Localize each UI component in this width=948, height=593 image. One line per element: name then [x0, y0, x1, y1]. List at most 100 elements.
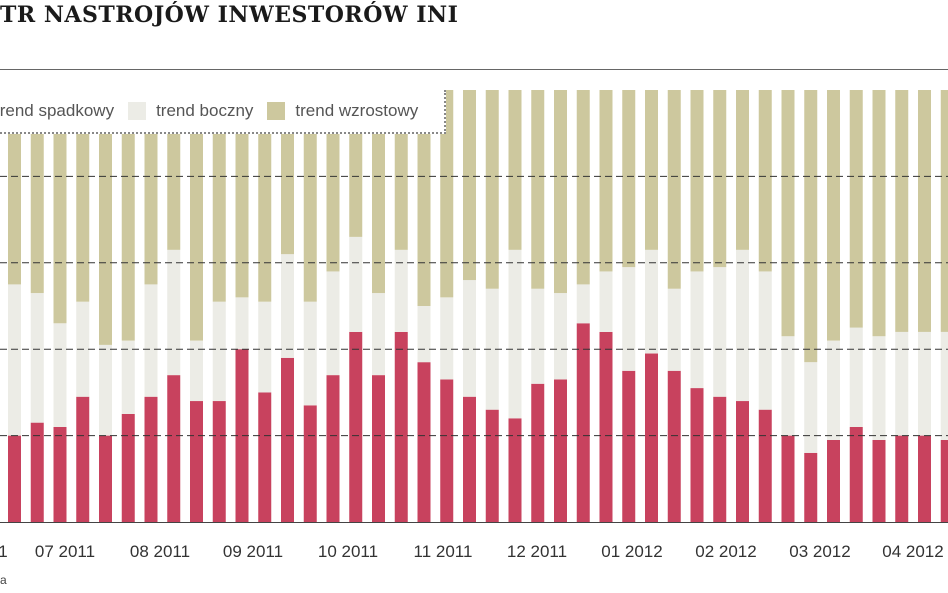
bar-spadkowy — [76, 396, 90, 522]
bar-boczny — [99, 344, 112, 436]
bar-boczny — [349, 236, 363, 332]
bar-spadkowy — [531, 383, 545, 522]
bar-wzrostowy — [531, 90, 545, 289]
bar-boczny — [53, 323, 67, 427]
bar-spadkowy — [53, 426, 67, 522]
bar-boczny — [758, 271, 772, 410]
bar-spadkowy — [758, 409, 772, 522]
bar-spadkowy — [645, 353, 658, 522]
bar-spadkowy — [167, 375, 181, 522]
chart-title: TR NASTROJÓW INWESTORÓW INI — [0, 2, 459, 28]
bar-boczny — [190, 340, 203, 402]
bar-wzrostowy — [99, 90, 112, 345]
bar-boczny — [690, 271, 704, 389]
bar-wzrostowy — [645, 90, 658, 250]
legend-label-spadkowy: trend spadkowy — [0, 101, 115, 120]
bar-spadkowy — [258, 392, 272, 522]
bar-wzrostowy — [8, 90, 21, 285]
bar-boczny — [258, 301, 272, 393]
bar-wzrostowy — [258, 90, 272, 302]
bar-boczny — [121, 340, 135, 414]
bar-spadkowy — [849, 426, 863, 522]
bar-wzrostowy — [417, 90, 431, 306]
bar-boczny — [167, 249, 181, 376]
bar-boczny — [872, 336, 886, 440]
bar-boczny — [485, 288, 499, 410]
bar-boczny — [736, 249, 749, 402]
bar-wzrostowy — [76, 90, 90, 302]
legend-item-boczny: trend boczny — [128, 101, 253, 121]
legend-swatch-boczny — [128, 102, 147, 120]
bar-spadkowy — [303, 405, 317, 522]
bar-spadkowy — [576, 323, 590, 522]
x-tick-label: 09 2011 — [223, 542, 283, 561]
bar-wzrostowy — [485, 90, 499, 289]
source-note: a — [0, 573, 7, 587]
bar-spadkowy — [190, 401, 203, 522]
bar-boczny — [235, 297, 249, 350]
bar-boczny — [531, 288, 545, 384]
bar-spadkowy — [326, 375, 340, 522]
bar-spadkowy — [349, 331, 363, 522]
bar-wzrostowy — [372, 90, 385, 294]
bar-wzrostowy — [303, 90, 317, 302]
bar-wzrostowy — [736, 90, 749, 250]
bar-boczny — [463, 280, 476, 397]
bar-spadkowy — [144, 396, 158, 522]
legend: trend spadkowy trend boczny trend wzrost… — [0, 90, 446, 134]
bar-boczny — [212, 301, 226, 402]
x-tick-label: 08 2011 — [130, 542, 190, 561]
bar-wzrostowy — [713, 90, 727, 268]
bar-boczny — [576, 284, 590, 324]
bar-spadkowy — [736, 401, 749, 522]
x-tick-label: 11 2011 — [414, 542, 473, 561]
bar-wzrostowy — [758, 90, 772, 272]
bar-spadkowy — [372, 375, 385, 522]
bar-boczny — [940, 331, 948, 440]
x-tick-label: 03 2012 — [789, 542, 850, 561]
x-tick-label: 10 2011 — [318, 542, 378, 561]
bar-boczny — [326, 271, 340, 376]
bar-boczny — [30, 293, 44, 423]
bar-boczny — [372, 293, 385, 376]
x-tick-label: 1 — [0, 542, 8, 561]
bar-wzrostowy — [190, 90, 203, 341]
legend-label-boczny: trend boczny — [156, 101, 254, 120]
bar-spadkowy — [781, 435, 795, 522]
bar-boczny — [827, 340, 840, 440]
bar-spadkowy — [30, 422, 44, 522]
bar-boczny — [918, 331, 931, 436]
legend-item-spadkowy: trend spadkowy — [0, 101, 114, 121]
bar-spadkowy — [622, 370, 636, 522]
bar-spadkowy — [872, 439, 886, 522]
bar-spadkowy — [8, 435, 21, 522]
bar-spadkowy — [463, 396, 476, 522]
bar-boczny — [508, 249, 522, 419]
bar-spadkowy — [918, 435, 931, 522]
bar-spadkowy — [713, 396, 727, 522]
bar-spadkowy — [940, 439, 948, 522]
bar-wzrostowy — [463, 90, 476, 281]
bar-spadkowy — [895, 435, 909, 522]
bar-wzrostowy — [667, 90, 681, 289]
bar-wzrostowy — [918, 90, 931, 332]
bar-boczny — [645, 249, 658, 354]
bar-boczny — [895, 331, 909, 436]
legend-label-wzrostowy: trend wzrostowy — [295, 101, 419, 120]
bar-spadkowy — [121, 414, 135, 522]
bar-wzrostowy — [940, 90, 948, 332]
x-tick-label: 01 2012 — [601, 542, 662, 561]
bar-spadkowy — [554, 379, 567, 522]
x-tick-label: 04 2012 — [882, 542, 943, 561]
bar-spadkowy — [804, 452, 818, 522]
bar-wzrostowy — [53, 90, 67, 324]
bar-wzrostowy — [576, 90, 590, 285]
bar-spadkowy — [667, 370, 681, 522]
x-tick-label: 02 2012 — [695, 542, 756, 561]
x-tick-label: 07 2011 — [35, 542, 95, 561]
bar-wzrostowy — [872, 90, 886, 337]
bar-boczny — [713, 267, 727, 397]
bar-wzrostowy — [690, 90, 704, 272]
bar-boczny — [440, 297, 454, 380]
